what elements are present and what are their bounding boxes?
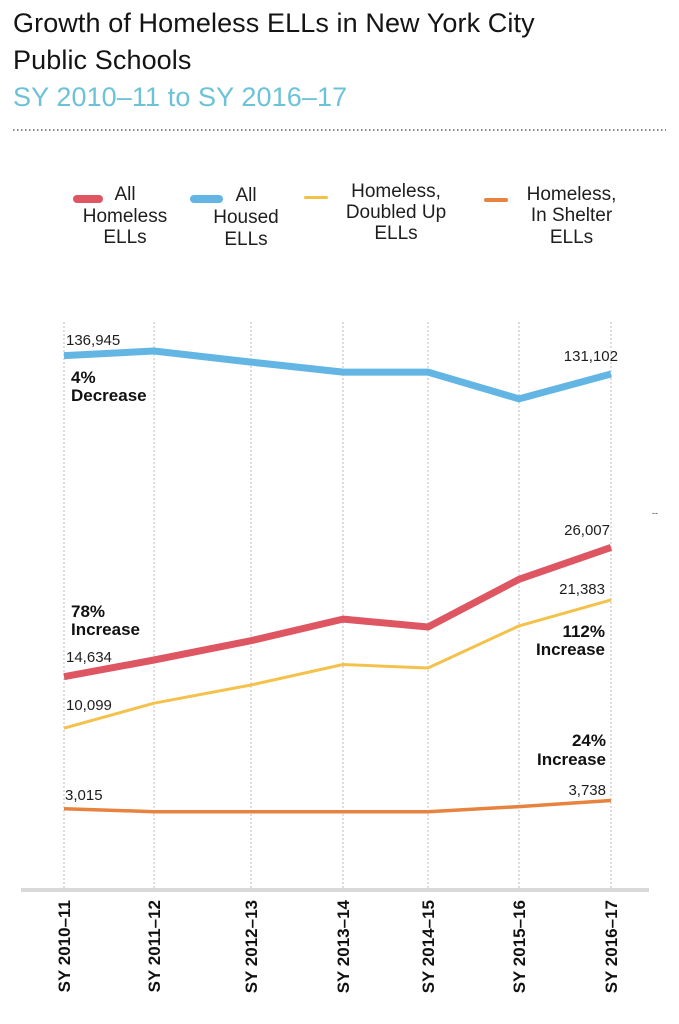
legend-label-line: Homeless, (351, 181, 441, 202)
change-pct-housed: 4% (71, 368, 96, 387)
legend-label-line: Doubled Up (345, 202, 447, 223)
change-pct-in-shelter: 24% (572, 731, 606, 750)
x-tick-labels: SY 2010–11 SY 2011–12 SY 2012–13 SY 2013–14… (55, 899, 621, 993)
x-tick-label-sy-2010-11: SY 2010–11 (55, 900, 74, 992)
legend-entry-all-homeless: All Homeless ELLs (55, 184, 195, 249)
change-pct-doubled-up: 112% (562, 622, 605, 641)
legend-label-line: Homeless (82, 205, 168, 227)
chart-title-line-1: Growth of Homeless ELLs in New York City (13, 8, 535, 38)
legend-label-line: All (114, 184, 136, 205)
series-line-all-housed-ells (63, 347, 612, 403)
data-label-doubled-up-end: 21,383 (559, 581, 605, 598)
x-tick-label-sy-2011-12: SY 2011–12 (145, 900, 164, 992)
legend-swatch-doubled-up (304, 195, 328, 199)
legend-swatch-in-shelter (484, 198, 508, 202)
legend-swatch-all-housed (190, 195, 223, 203)
legend-label-line: ELLs (103, 227, 147, 248)
legend-swatch-all-homeless (73, 195, 103, 203)
data-label-in-shelter-end: 3,738 (568, 782, 606, 799)
chart-subtitle: SY 2010–11 to SY 2016–17 (13, 82, 348, 112)
legend-label-line: All (235, 184, 257, 206)
data-label-doubled-up-start: 10,099 (66, 697, 112, 714)
legend-label-line: ELLs (224, 228, 268, 250)
legend-entry-all-housed: All Housed ELLs (176, 185, 316, 251)
change-pct-homeless: 78% (71, 602, 105, 621)
legend-label-line: ELLs (374, 223, 418, 244)
series-line-homeless-in-shelter-ells (63, 798, 612, 814)
data-label-in-shelter-start: 3,015 (65, 787, 103, 804)
change-word-homeless: Increase (71, 620, 140, 639)
change-word-in-shelter: Increase (537, 750, 606, 769)
series-line-homeless-doubled-up-ells (63, 598, 612, 730)
legend-label-line: Homeless, (526, 183, 617, 205)
legend-label-line: Housed (213, 206, 279, 228)
series-line-all-homeless-ells (63, 544, 613, 681)
x-tick-label-sy-2014-15: SY 2014–15 (419, 900, 438, 993)
change-word-doubled-up: Increase (536, 640, 605, 659)
legend-label-line: In Shelter (530, 205, 613, 227)
change-word-housed: Decrease (71, 386, 147, 405)
x-tick-label-sy-2015-16: SY 2015–16 (510, 900, 529, 993)
data-label-housed-end: 131,102 (564, 348, 618, 365)
legend-label-line: ELLs (549, 226, 594, 248)
x-tick-label-sy-2013-14: SY 2013–14 (334, 899, 353, 993)
gridlines (63, 322, 612, 888)
data-label-housed-start: 136,945 (66, 332, 120, 349)
data-label-homeless-start: 14,634 (66, 649, 112, 666)
x-tick-label-sy-2016-17: SY 2016–17 (602, 900, 621, 993)
legend-entry-doubled-up: Homeless, Doubled Up ELLs (326, 181, 466, 244)
chart-title-line-2: Public Schools (13, 45, 192, 75)
stray-mark: -- (652, 508, 658, 518)
data-label-homeless-end: 26,007 (564, 522, 610, 539)
x-tick-label-sy-2012-13: SY 2012–13 (242, 900, 261, 993)
legend-entry-in-shelter: Homeless, In Shelter ELLs (502, 184, 642, 249)
series-lines (63, 347, 613, 814)
